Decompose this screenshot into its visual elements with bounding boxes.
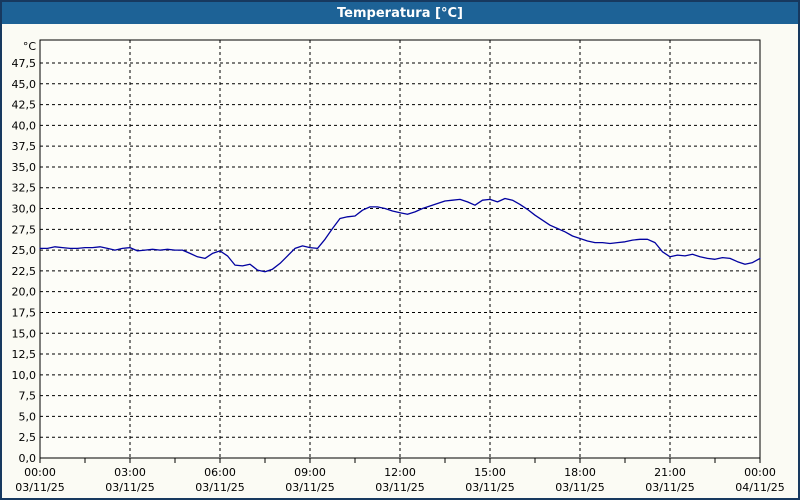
svg-text:06:00: 06:00 [204,466,236,479]
svg-text:32,5: 32,5 [12,182,37,195]
svg-text:0,0: 0,0 [19,452,37,465]
temperature-chart: 0,0 2,5 5,0 7,5 10,0 12,5 15,0 17,5 20,0 22,5 25,0… [12,39,785,494]
svg-text:2,5: 2,5 [19,431,37,444]
svg-text:5,0: 5,0 [19,410,37,423]
x-axis-labels: 00:00 03/11/25 03:00 03/11/25 06:00 03/11/25 0… [15,466,784,494]
svg-text:22,5: 22,5 [12,265,37,278]
svg-text:15,0: 15,0 [12,327,37,340]
svg-text:20,0: 20,0 [12,286,37,299]
svg-text:03/11/25: 03/11/25 [375,481,424,494]
svg-text:40,0: 40,0 [12,119,37,132]
svg-text:18:00: 18:00 [564,466,596,479]
svg-text:03:00: 03:00 [114,466,146,479]
svg-text:37,5: 37,5 [12,140,37,153]
svg-text:17,5: 17,5 [12,306,37,319]
svg-text:00:00: 00:00 [744,466,776,479]
svg-text:15:00: 15:00 [474,466,506,479]
series-line-temperatura [39,197,761,273]
y-axis-unit-label: °C [23,40,37,53]
svg-text:12,5: 12,5 [12,348,37,361]
chart-area: 0,0 2,5 5,0 7,5 10,0 12,5 15,0 17,5 20,0 22,5 25,0… [2,24,798,498]
svg-text:04/11/25: 04/11/25 [735,481,784,494]
svg-text:12:00: 12:00 [384,466,416,479]
svg-text:35,0: 35,0 [12,161,37,174]
temperature-series [39,197,761,273]
svg-text:27,5: 27,5 [12,223,37,236]
x-axis-ticks [39,458,761,463]
svg-text:00:00: 00:00 [24,466,56,479]
svg-text:°C: °C [23,40,37,53]
svg-text:03/11/25: 03/11/25 [105,481,154,494]
window-title: Temperatura [°C] [337,5,463,21]
svg-text:09:00: 09:00 [294,466,326,479]
svg-text:03/11/25: 03/11/25 [285,481,334,494]
svg-text:7,5: 7,5 [19,390,37,403]
svg-text:42,5: 42,5 [12,99,37,112]
y-axis-labels: 0,0 2,5 5,0 7,5 10,0 12,5 15,0 17,5 20,0 22,5 25,0… [12,57,37,465]
svg-text:03/11/25: 03/11/25 [465,481,514,494]
svg-text:25,0: 25,0 [12,244,37,257]
svg-text:45,0: 45,0 [12,78,37,91]
svg-text:03/11/25: 03/11/25 [15,481,64,494]
svg-text:10,0: 10,0 [12,369,37,382]
svg-text:03/11/25: 03/11/25 [645,481,694,494]
svg-text:47,5: 47,5 [12,57,37,70]
svg-text:30,0: 30,0 [12,203,37,216]
svg-text:21:00: 21:00 [654,466,686,479]
svg-text:03/11/25: 03/11/25 [195,481,244,494]
svg-text:03/11/25: 03/11/25 [555,481,604,494]
title-bar: Temperatura [°C] [2,2,798,24]
